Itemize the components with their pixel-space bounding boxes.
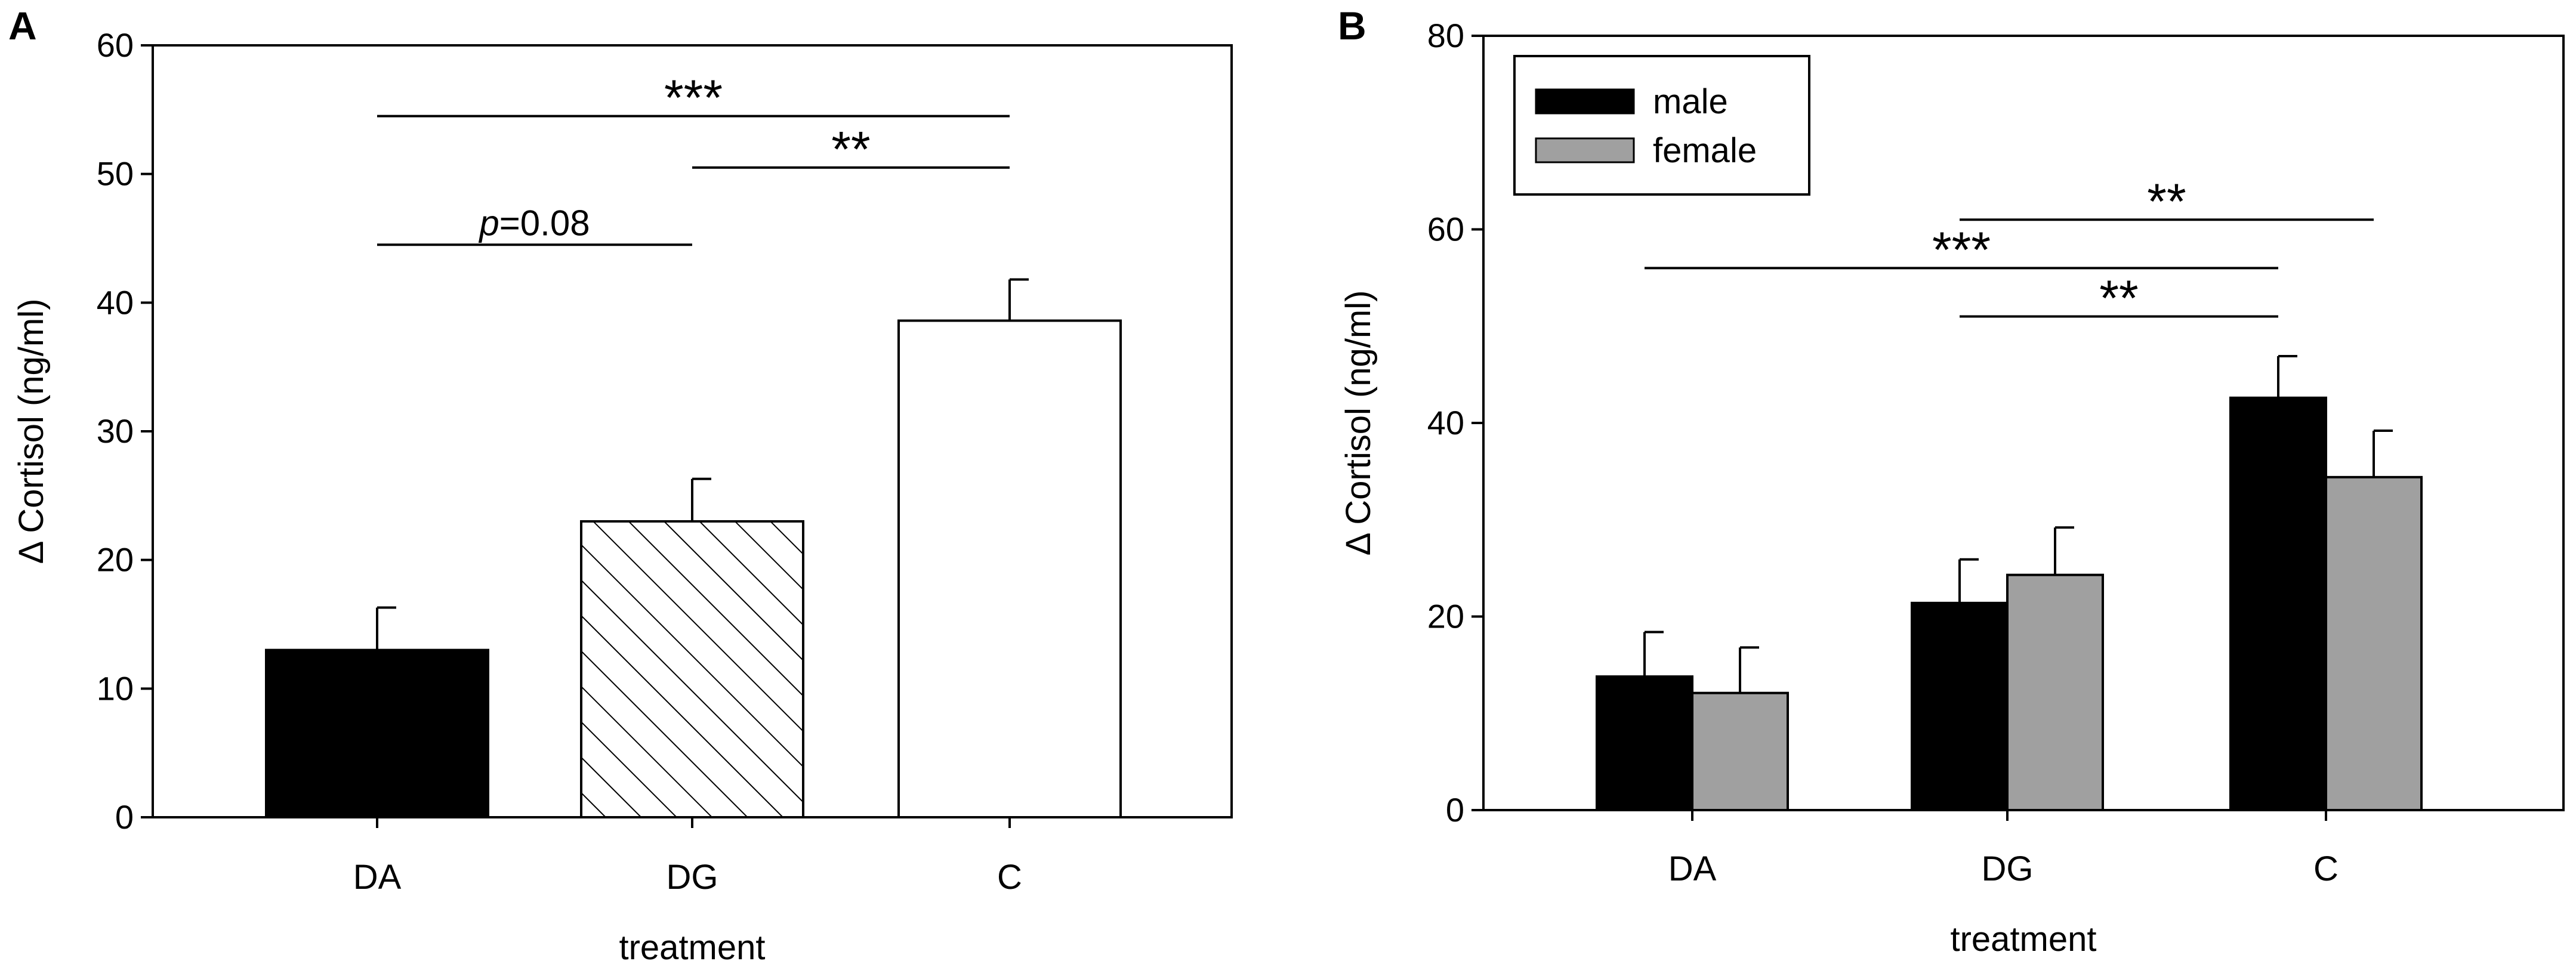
legend-label-male: male (1653, 82, 1728, 121)
y-tick-label: 0 (1446, 791, 1464, 829)
x-tick-label: DG (667, 858, 718, 897)
y-tick-label: 10 (97, 669, 134, 707)
panel-label: B (1338, 4, 1366, 48)
p-value-symbol: p (478, 203, 499, 243)
bar-male-c (2229, 396, 2327, 811)
y-tick-label: 20 (1427, 598, 1464, 635)
legend-swatch-male (1535, 88, 1635, 115)
x-tick-label: DG (1982, 849, 2034, 888)
significance-label: *** (664, 70, 723, 126)
significance-label: ** (2147, 173, 2186, 229)
significance-label: ** (831, 121, 870, 177)
p-value-number: =0.08 (499, 203, 590, 243)
bar-c (897, 319, 1122, 818)
y-tick-label: 60 (1427, 211, 1464, 248)
bar-male-dg (1911, 601, 2009, 811)
bar-dg (580, 520, 804, 818)
x-tick-label: DA (1668, 849, 1717, 888)
p-value-label: p=0.08 (478, 203, 590, 243)
x-tick-label: C (997, 858, 1022, 897)
legend-swatch-female (1535, 137, 1635, 163)
y-axis-title: Δ Cortisol (ng/ml) (12, 299, 51, 564)
bar-da (265, 648, 489, 818)
significance-label: *** (1932, 221, 1991, 277)
bar-female-dg (2006, 573, 2104, 811)
y-axis-title: Δ Cortisol (ng/ml) (1339, 291, 1378, 556)
y-tick-label: 20 (97, 541, 134, 579)
x-axis-title: treatment (619, 928, 766, 967)
legend-label-female: female (1653, 131, 1757, 170)
bar-female-c (2325, 475, 2423, 811)
bar-male-da (1596, 675, 1693, 811)
x-tick-label: C (2313, 849, 2339, 888)
y-tick-label: 60 (97, 26, 134, 64)
y-tick-label: 50 (97, 155, 134, 193)
y-tick-label: 80 (1427, 17, 1464, 54)
y-tick-label: 40 (1427, 404, 1464, 441)
panel-label: A (8, 4, 37, 48)
y-tick-label: 0 (115, 798, 134, 836)
significance-label: ** (2099, 270, 2138, 326)
bar-female-da (1691, 691, 1789, 811)
x-axis-title: treatment (1951, 920, 2097, 959)
x-tick-label: DA (353, 858, 402, 897)
legend-box (1513, 55, 1810, 196)
y-tick-label: 30 (97, 412, 134, 450)
y-tick-label: 40 (97, 283, 134, 321)
